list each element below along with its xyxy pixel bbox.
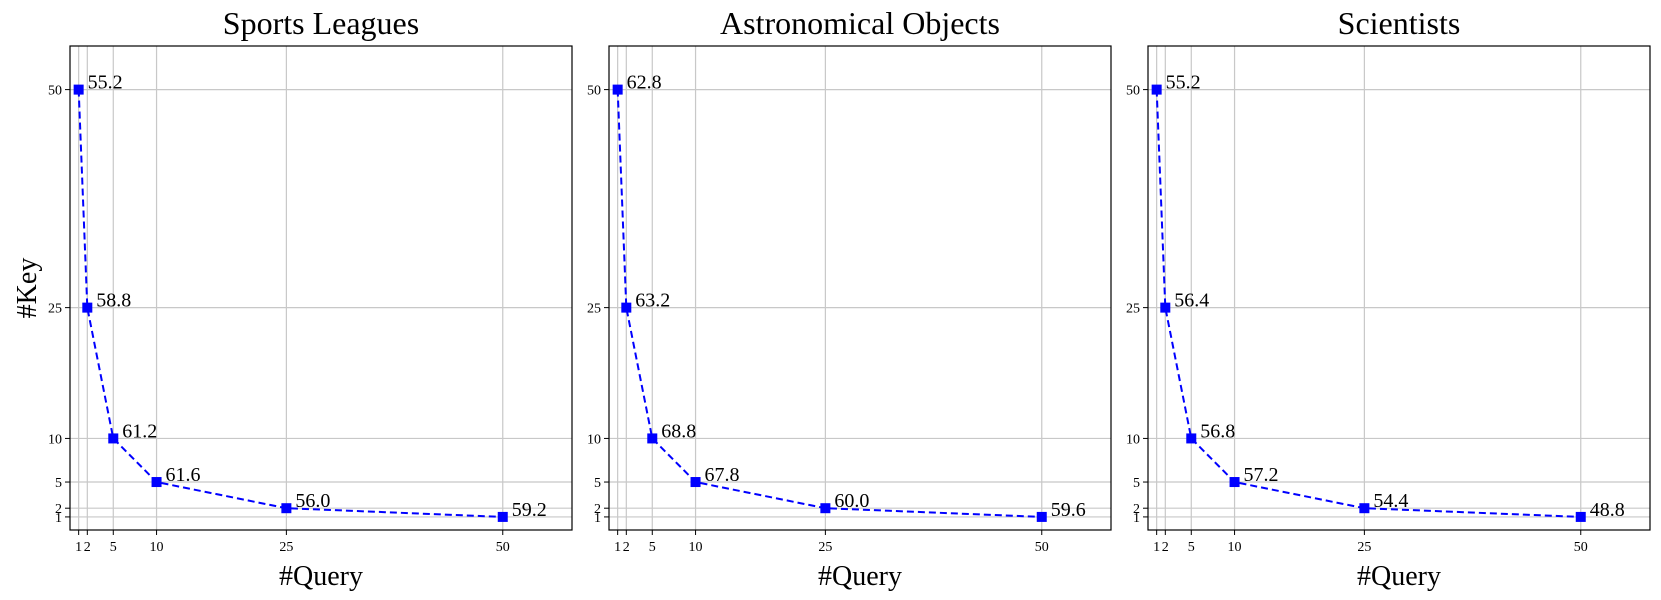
data-point-marker bbox=[1151, 84, 1162, 95]
data-label: 61.6 bbox=[166, 464, 201, 486]
y-tick-label: 25 bbox=[48, 302, 62, 317]
x-tick-label: 50 bbox=[1035, 540, 1049, 555]
data-label: 61.2 bbox=[122, 420, 157, 442]
plot-frame bbox=[69, 45, 573, 531]
x-tick-label: 1 bbox=[75, 540, 82, 555]
data-label: 67.8 bbox=[705, 464, 740, 486]
y-tick-label: 50 bbox=[48, 84, 62, 99]
x-axis-label: #Query bbox=[279, 561, 363, 592]
grid bbox=[1148, 46, 1650, 530]
data-point-marker bbox=[690, 477, 701, 488]
x-tick-label: 5 bbox=[649, 540, 656, 555]
data-point-marker bbox=[1359, 503, 1370, 514]
y-tick-label: 10 bbox=[587, 432, 601, 447]
data-point-marker bbox=[612, 84, 623, 95]
data-label: 54.4 bbox=[1373, 490, 1408, 512]
data-label: 59.6 bbox=[1051, 499, 1086, 521]
x-tick-label: 10 bbox=[689, 540, 703, 555]
data-point-marker bbox=[1229, 477, 1240, 488]
data-label: 55.2 bbox=[1166, 72, 1201, 94]
x-tick-label: 1 bbox=[1153, 540, 1160, 555]
data-label: 56.0 bbox=[295, 490, 330, 512]
x-tick-label: 2 bbox=[623, 540, 630, 555]
x-tick-label: 50 bbox=[496, 540, 510, 555]
data-point-marker bbox=[82, 302, 93, 313]
chart-title: Sports Leagues bbox=[223, 5, 419, 41]
data-label: 60.0 bbox=[834, 490, 869, 512]
x-tick-label: 10 bbox=[1228, 540, 1242, 555]
x-tick-label: 25 bbox=[1357, 540, 1371, 555]
y-tick-label: 25 bbox=[1126, 302, 1140, 317]
data-label: 62.8 bbox=[627, 72, 662, 94]
y-tick-label: 1 bbox=[1133, 511, 1140, 526]
data-point-marker bbox=[820, 503, 831, 514]
data-label: 48.8 bbox=[1590, 499, 1625, 521]
data-label: 57.2 bbox=[1244, 464, 1279, 486]
data-point-marker bbox=[151, 477, 162, 488]
data-label: 56.8 bbox=[1200, 420, 1235, 442]
data-point-marker bbox=[1575, 511, 1586, 522]
x-tick-label: 2 bbox=[84, 540, 91, 555]
y-axis-label: #Key bbox=[12, 258, 43, 319]
x-axis-label: #Query bbox=[1357, 561, 1441, 592]
data-label: 55.2 bbox=[88, 72, 123, 94]
y-tick-label: 1 bbox=[594, 511, 601, 526]
data-point-marker bbox=[497, 511, 508, 522]
x-tick-label: 5 bbox=[1188, 540, 1195, 555]
chart-title: Scientists bbox=[1338, 5, 1461, 41]
x-tick-label: 5 bbox=[110, 540, 117, 555]
data-point-marker bbox=[281, 503, 292, 514]
grid bbox=[609, 46, 1111, 530]
y-tick-label: 2 bbox=[1133, 502, 1140, 517]
y-tick-label: 50 bbox=[587, 84, 601, 99]
data-point-marker bbox=[108, 433, 119, 444]
x-tick-label: 25 bbox=[818, 540, 832, 555]
chart-title: Astronomical Objects bbox=[720, 5, 1000, 41]
x-tick-label: 1 bbox=[614, 540, 621, 555]
y-tick-label: 5 bbox=[55, 476, 62, 491]
data-point-marker bbox=[647, 433, 658, 444]
y-tick-label: 50 bbox=[1126, 84, 1140, 99]
data-point-marker bbox=[1186, 433, 1197, 444]
y-tick-label: 10 bbox=[1126, 432, 1140, 447]
series-line bbox=[1155, 89, 1581, 518]
data-point-marker bbox=[1036, 511, 1047, 522]
data-point-marker bbox=[73, 84, 84, 95]
data-label: 58.8 bbox=[96, 290, 131, 312]
y-tick-label: 1 bbox=[55, 511, 62, 526]
y-tick-label: 25 bbox=[587, 302, 601, 317]
x-tick-label: 2 bbox=[1162, 540, 1169, 555]
x-tick-label: 10 bbox=[150, 540, 164, 555]
data-point-marker bbox=[1160, 302, 1171, 313]
data-label: 63.2 bbox=[635, 290, 670, 312]
x-axis-label: #Query bbox=[818, 561, 902, 592]
data-label: 56.4 bbox=[1174, 290, 1209, 312]
data-label: 59.2 bbox=[512, 499, 547, 521]
y-tick-label: 5 bbox=[594, 476, 601, 491]
x-tick-label: 25 bbox=[279, 540, 293, 555]
plot-frame bbox=[1147, 45, 1651, 531]
y-tick-label: 2 bbox=[594, 502, 601, 517]
series-line bbox=[77, 89, 503, 518]
y-tick-label: 5 bbox=[1133, 476, 1140, 491]
y-tick-label: 10 bbox=[48, 432, 62, 447]
y-tick-label: 2 bbox=[55, 502, 62, 517]
series-line bbox=[616, 89, 1042, 518]
x-tick-label: 50 bbox=[1574, 540, 1588, 555]
grid bbox=[70, 46, 572, 530]
data-label: 68.8 bbox=[661, 420, 696, 442]
plot-frame bbox=[608, 45, 1112, 531]
data-point-marker bbox=[621, 302, 632, 313]
